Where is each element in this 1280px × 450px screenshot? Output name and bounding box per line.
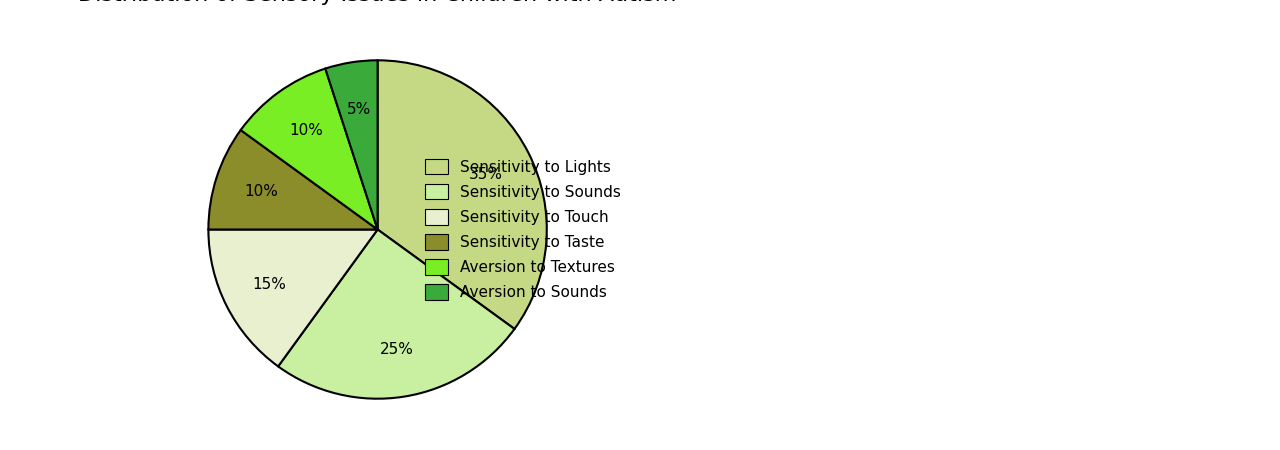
Legend: Sensitivity to Lights, Sensitivity to Sounds, Sensitivity to Touch, Sensitivity : Sensitivity to Lights, Sensitivity to So… (419, 153, 627, 306)
Wedge shape (378, 60, 547, 329)
Wedge shape (241, 68, 378, 230)
Text: 15%: 15% (252, 277, 285, 292)
Wedge shape (209, 130, 378, 230)
Title: Distribution of Sensory Issues in Children with Autism: Distribution of Sensory Issues in Childr… (78, 0, 677, 5)
Wedge shape (278, 230, 515, 399)
Text: 35%: 35% (470, 166, 503, 182)
Text: 10%: 10% (244, 184, 279, 199)
Text: 10%: 10% (289, 123, 323, 139)
Wedge shape (325, 60, 378, 230)
Wedge shape (209, 230, 378, 366)
Text: 25%: 25% (380, 342, 413, 357)
Text: 5%: 5% (347, 102, 371, 117)
